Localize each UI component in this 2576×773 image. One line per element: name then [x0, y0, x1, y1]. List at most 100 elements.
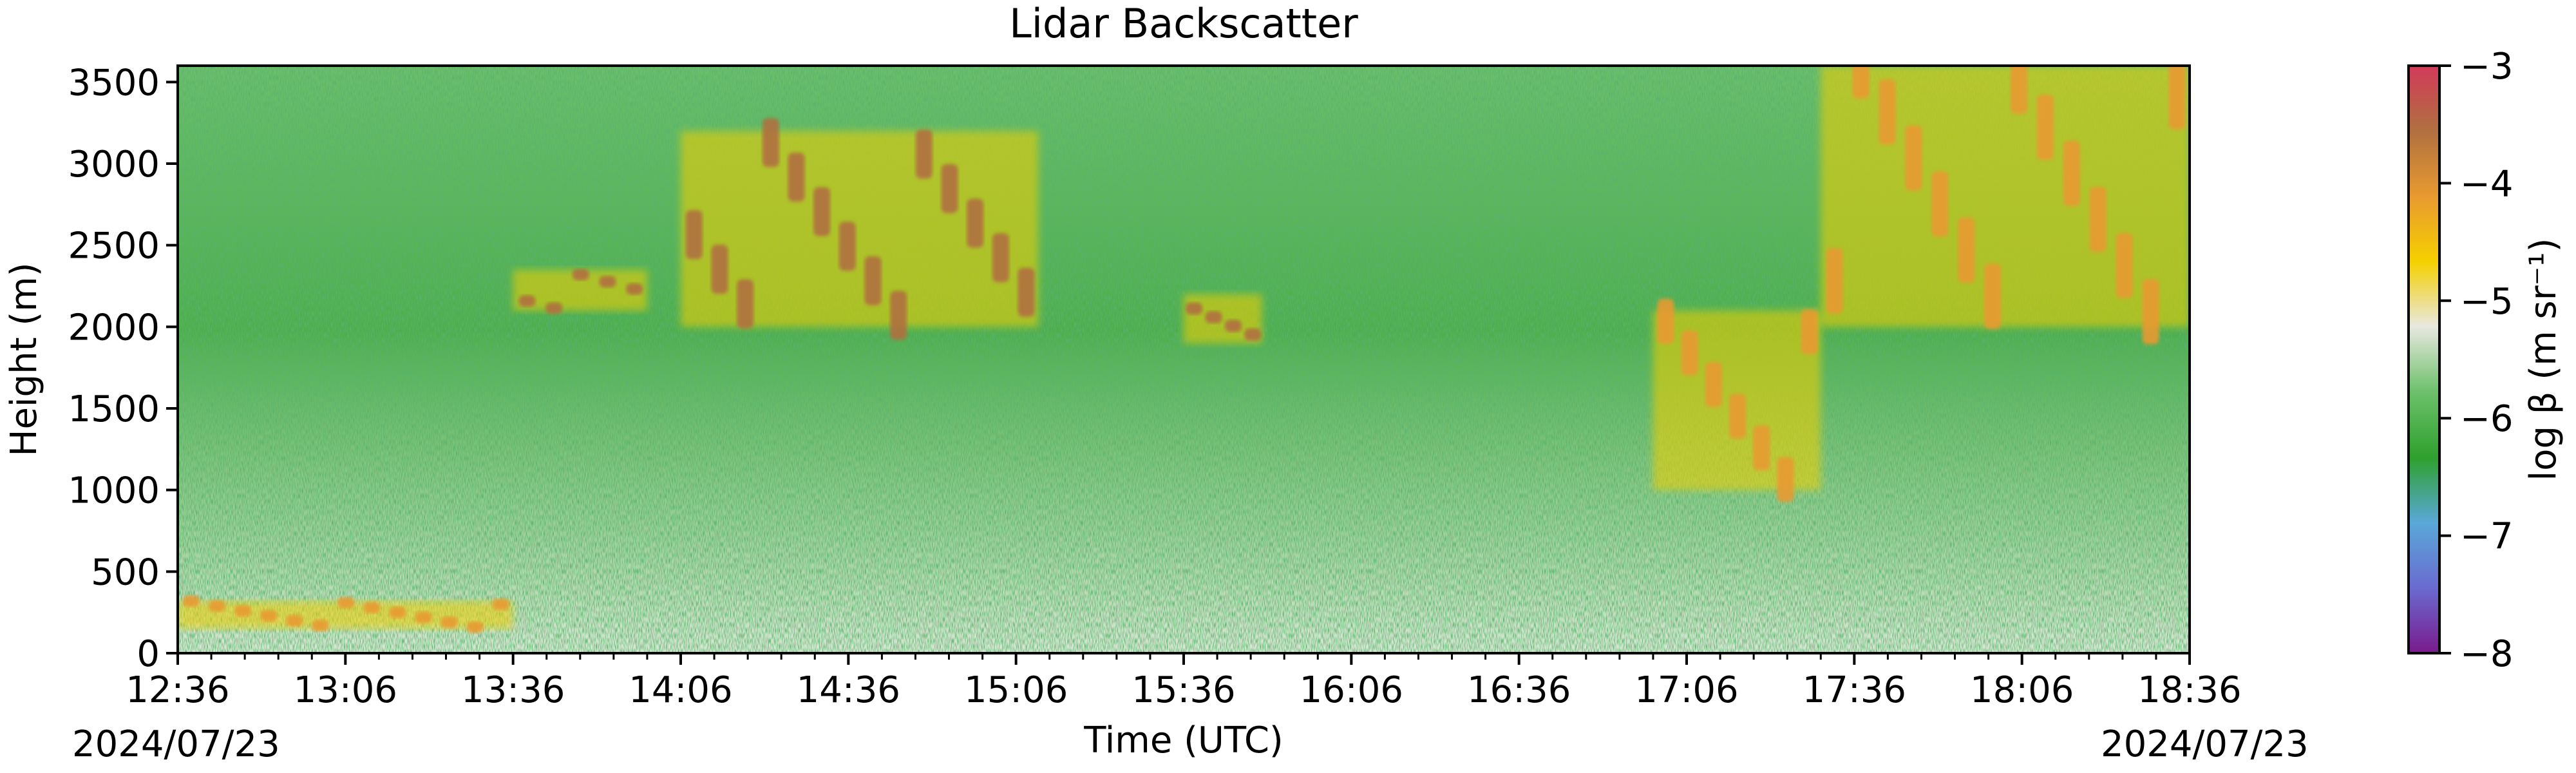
y-tick-label: 2500 — [68, 225, 160, 267]
x-tick-label: 18:36 — [2137, 669, 2241, 711]
x-tick-label: 17:36 — [1803, 669, 1906, 711]
date-start: 2024/07/23 — [72, 723, 280, 765]
heatmap-feature — [1184, 294, 1262, 343]
colorbar-label: log β (m sr⁻¹) — [2523, 238, 2564, 481]
x-tick-label: 18:06 — [1970, 669, 2074, 711]
feature-cell — [363, 602, 381, 614]
feature-cell — [1224, 320, 1242, 332]
feature-cell — [1729, 394, 1747, 439]
y-tick-label: 1500 — [68, 388, 160, 430]
colorbar-tick-label: −5 — [2460, 281, 2514, 323]
x-tick-label: 16:36 — [1467, 669, 1571, 711]
heatmap-plot — [178, 66, 2190, 653]
feature-cell — [1852, 66, 1870, 99]
y-tick-label: 3500 — [68, 62, 160, 104]
feature-cell — [762, 118, 779, 167]
y-axis: 0 500 1000 1500 2000 2500 3000 3500 — [68, 62, 178, 675]
feature-cell — [1826, 248, 1843, 314]
feature-cell — [492, 598, 509, 610]
heatmap-features — [178, 66, 2190, 633]
feature-cell — [1705, 361, 1722, 407]
y-tick-label: 0 — [137, 633, 160, 675]
heatmap-feature — [1821, 66, 2190, 345]
heatmap-feature — [681, 118, 1039, 340]
heatmap-feature — [1653, 298, 1821, 502]
colorbar-ticks: −3 −4 −5 −6 −7 −8 — [2439, 46, 2514, 675]
x-tick-label: 12:36 — [126, 669, 229, 711]
feature-cell — [864, 256, 882, 305]
x-tick-label: 13:36 — [461, 669, 565, 711]
x-tick-label: 16:06 — [1300, 669, 1403, 711]
feature-cell — [2089, 186, 2107, 253]
feature-cell — [1931, 171, 1949, 237]
feature-cell — [2036, 94, 2054, 160]
feature-cell — [1777, 457, 1794, 502]
x-tick-label: 14:36 — [797, 669, 900, 711]
feature-cell — [389, 606, 406, 618]
feature-cell — [209, 600, 226, 612]
x-tick-label: 13:06 — [294, 669, 397, 711]
feature-cell — [572, 269, 589, 281]
feature-cell — [183, 595, 200, 607]
colorbar-tick-label: −3 — [2460, 46, 2514, 88]
feature-cell — [992, 233, 1009, 283]
feature-cell — [711, 244, 728, 294]
feature-cell — [915, 129, 933, 179]
feature-cell — [2168, 66, 2186, 129]
x-tick-label: 15:06 — [964, 669, 1068, 711]
x-tick-label: 15:36 — [1132, 669, 1235, 711]
feature-cell — [2011, 66, 2028, 114]
y-axis-label: Height (m) — [3, 262, 45, 456]
feature-cell — [788, 152, 805, 202]
x-axis: 12:36 13:06 13:36 14:06 14:36 15:06 15:36 16:06… — [126, 653, 2242, 711]
feature-cell — [260, 609, 278, 622]
date-end: 2024/07/23 — [2101, 723, 2309, 765]
feature-cell — [967, 198, 984, 248]
y-tick-label: 500 — [91, 551, 160, 593]
feature-cell — [337, 596, 355, 609]
feature-cell — [890, 291, 907, 340]
feature-cell — [2142, 278, 2159, 345]
feature-cell — [813, 187, 831, 236]
feature-cell — [415, 611, 432, 624]
feature-cell — [1801, 309, 1818, 354]
colorbar-tick-label: −6 — [2460, 398, 2514, 440]
feature-cell — [518, 295, 536, 307]
y-tick-label: 1000 — [68, 470, 160, 512]
feature-cell — [2063, 140, 2080, 206]
feature-cell — [1681, 330, 1698, 376]
feature-cell — [286, 615, 303, 627]
y-tick-label: 3000 — [68, 144, 160, 186]
feature-cell — [1205, 310, 1222, 323]
chart-title: Lidar Backscatter — [1009, 0, 1358, 47]
feature-cell — [1018, 267, 1035, 317]
x-tick-label: 14:06 — [629, 669, 732, 711]
feature-cell — [545, 302, 563, 314]
heatmap-feature — [178, 595, 513, 633]
feature-cell — [599, 276, 616, 288]
heatmap-feature — [513, 269, 647, 314]
colorbar-tick-label: −7 — [2460, 516, 2514, 558]
feature-cell — [1905, 125, 1922, 191]
feature-cell — [440, 616, 458, 628]
feature-cell — [737, 279, 754, 329]
feature-cell — [1244, 328, 1262, 341]
feature-cell — [312, 619, 329, 631]
feature-cell — [1657, 298, 1674, 344]
feature-cell — [838, 222, 856, 271]
feature-cell — [466, 621, 484, 633]
colorbar-tick-label: −8 — [2460, 633, 2514, 675]
feature-cell — [1753, 425, 1770, 470]
colorbar — [2407, 64, 2441, 654]
feature-cell — [1984, 263, 2002, 329]
feature-cell — [1958, 217, 1975, 283]
feature-cell — [626, 283, 643, 295]
x-axis-label: Time (UTC) — [1083, 720, 1283, 761]
feature-cell — [941, 164, 958, 213]
y-tick-label: 2000 — [68, 307, 160, 348]
feature-cell — [2116, 233, 2133, 298]
colorbar-tick-label: −4 — [2460, 163, 2514, 205]
feature-cell — [1186, 302, 1203, 315]
feature-cell — [234, 605, 252, 617]
